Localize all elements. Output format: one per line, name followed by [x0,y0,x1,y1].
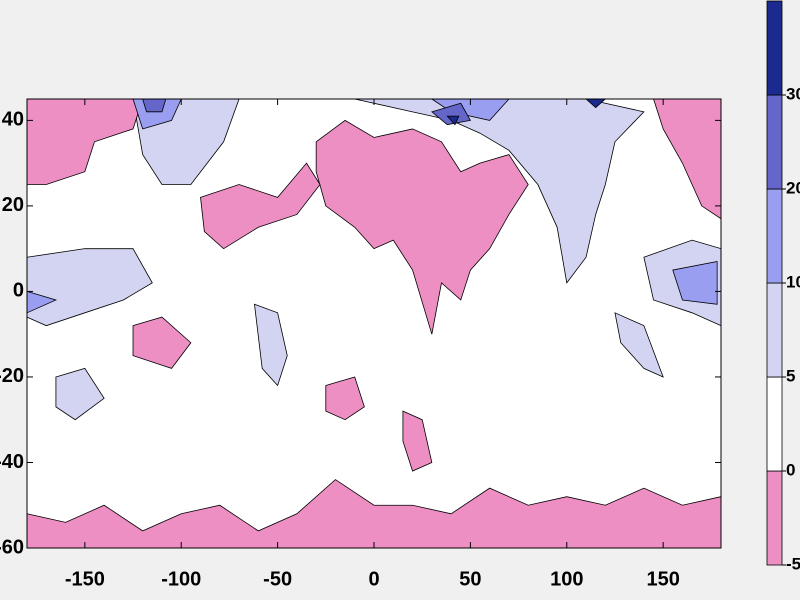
colorbar-band [766,376,783,472]
x-tick-label: 0 [368,568,379,590]
colorbar-band [766,282,783,378]
y-tick-label: 20 [2,194,24,216]
y-tick-label: -60 [0,536,24,558]
y-tick-label: -40 [0,451,24,473]
colorbar: -5 0 5 10 20 30 [766,0,800,573]
y-tick-label: 40 [2,109,24,131]
x-tick-label: 150 [646,568,679,590]
colorbar-label: -5 [786,554,800,573]
plot-frame [26,98,722,549]
colorbar-label: 20 [786,178,800,197]
colorbar-label: 10 [786,272,800,291]
contour-region [315,119,529,335]
contour-layer [26,98,722,549]
x-tick-label: 50 [459,568,481,590]
x-tick-label: -50 [263,568,292,590]
colorbar-band [766,470,783,566]
contour-region [142,98,167,113]
contour-region [132,316,192,369]
x-tick-label: 100 [550,568,583,590]
contour-region [200,162,321,250]
colorbar-band [766,0,783,96]
contour-region [254,303,288,387]
y-tick-label: -20 [0,365,24,387]
contour-region [26,479,722,549]
x-tick-label: -150 [65,568,105,590]
contour-region [446,115,460,126]
x-tick-label: -100 [161,568,201,590]
colorbar-label: 0 [786,460,795,479]
contour-region [402,410,433,472]
colorbar-band [766,188,783,284]
contour-region [55,367,105,421]
contour-region [431,102,472,126]
contour-region [325,376,365,421]
colorbar-label: 30 [786,84,800,103]
contour-region [354,98,645,284]
y-tick-label: 0 [13,280,24,302]
colorbar-label: 5 [786,366,795,385]
contour-region [614,312,664,378]
contour-region [26,248,153,327]
axes: -150 -100 -50 0 50 100 150 40 20 0 -20 -40 -60 [0,99,721,590]
contour-region [672,261,718,305]
colorbar-band [766,94,783,190]
